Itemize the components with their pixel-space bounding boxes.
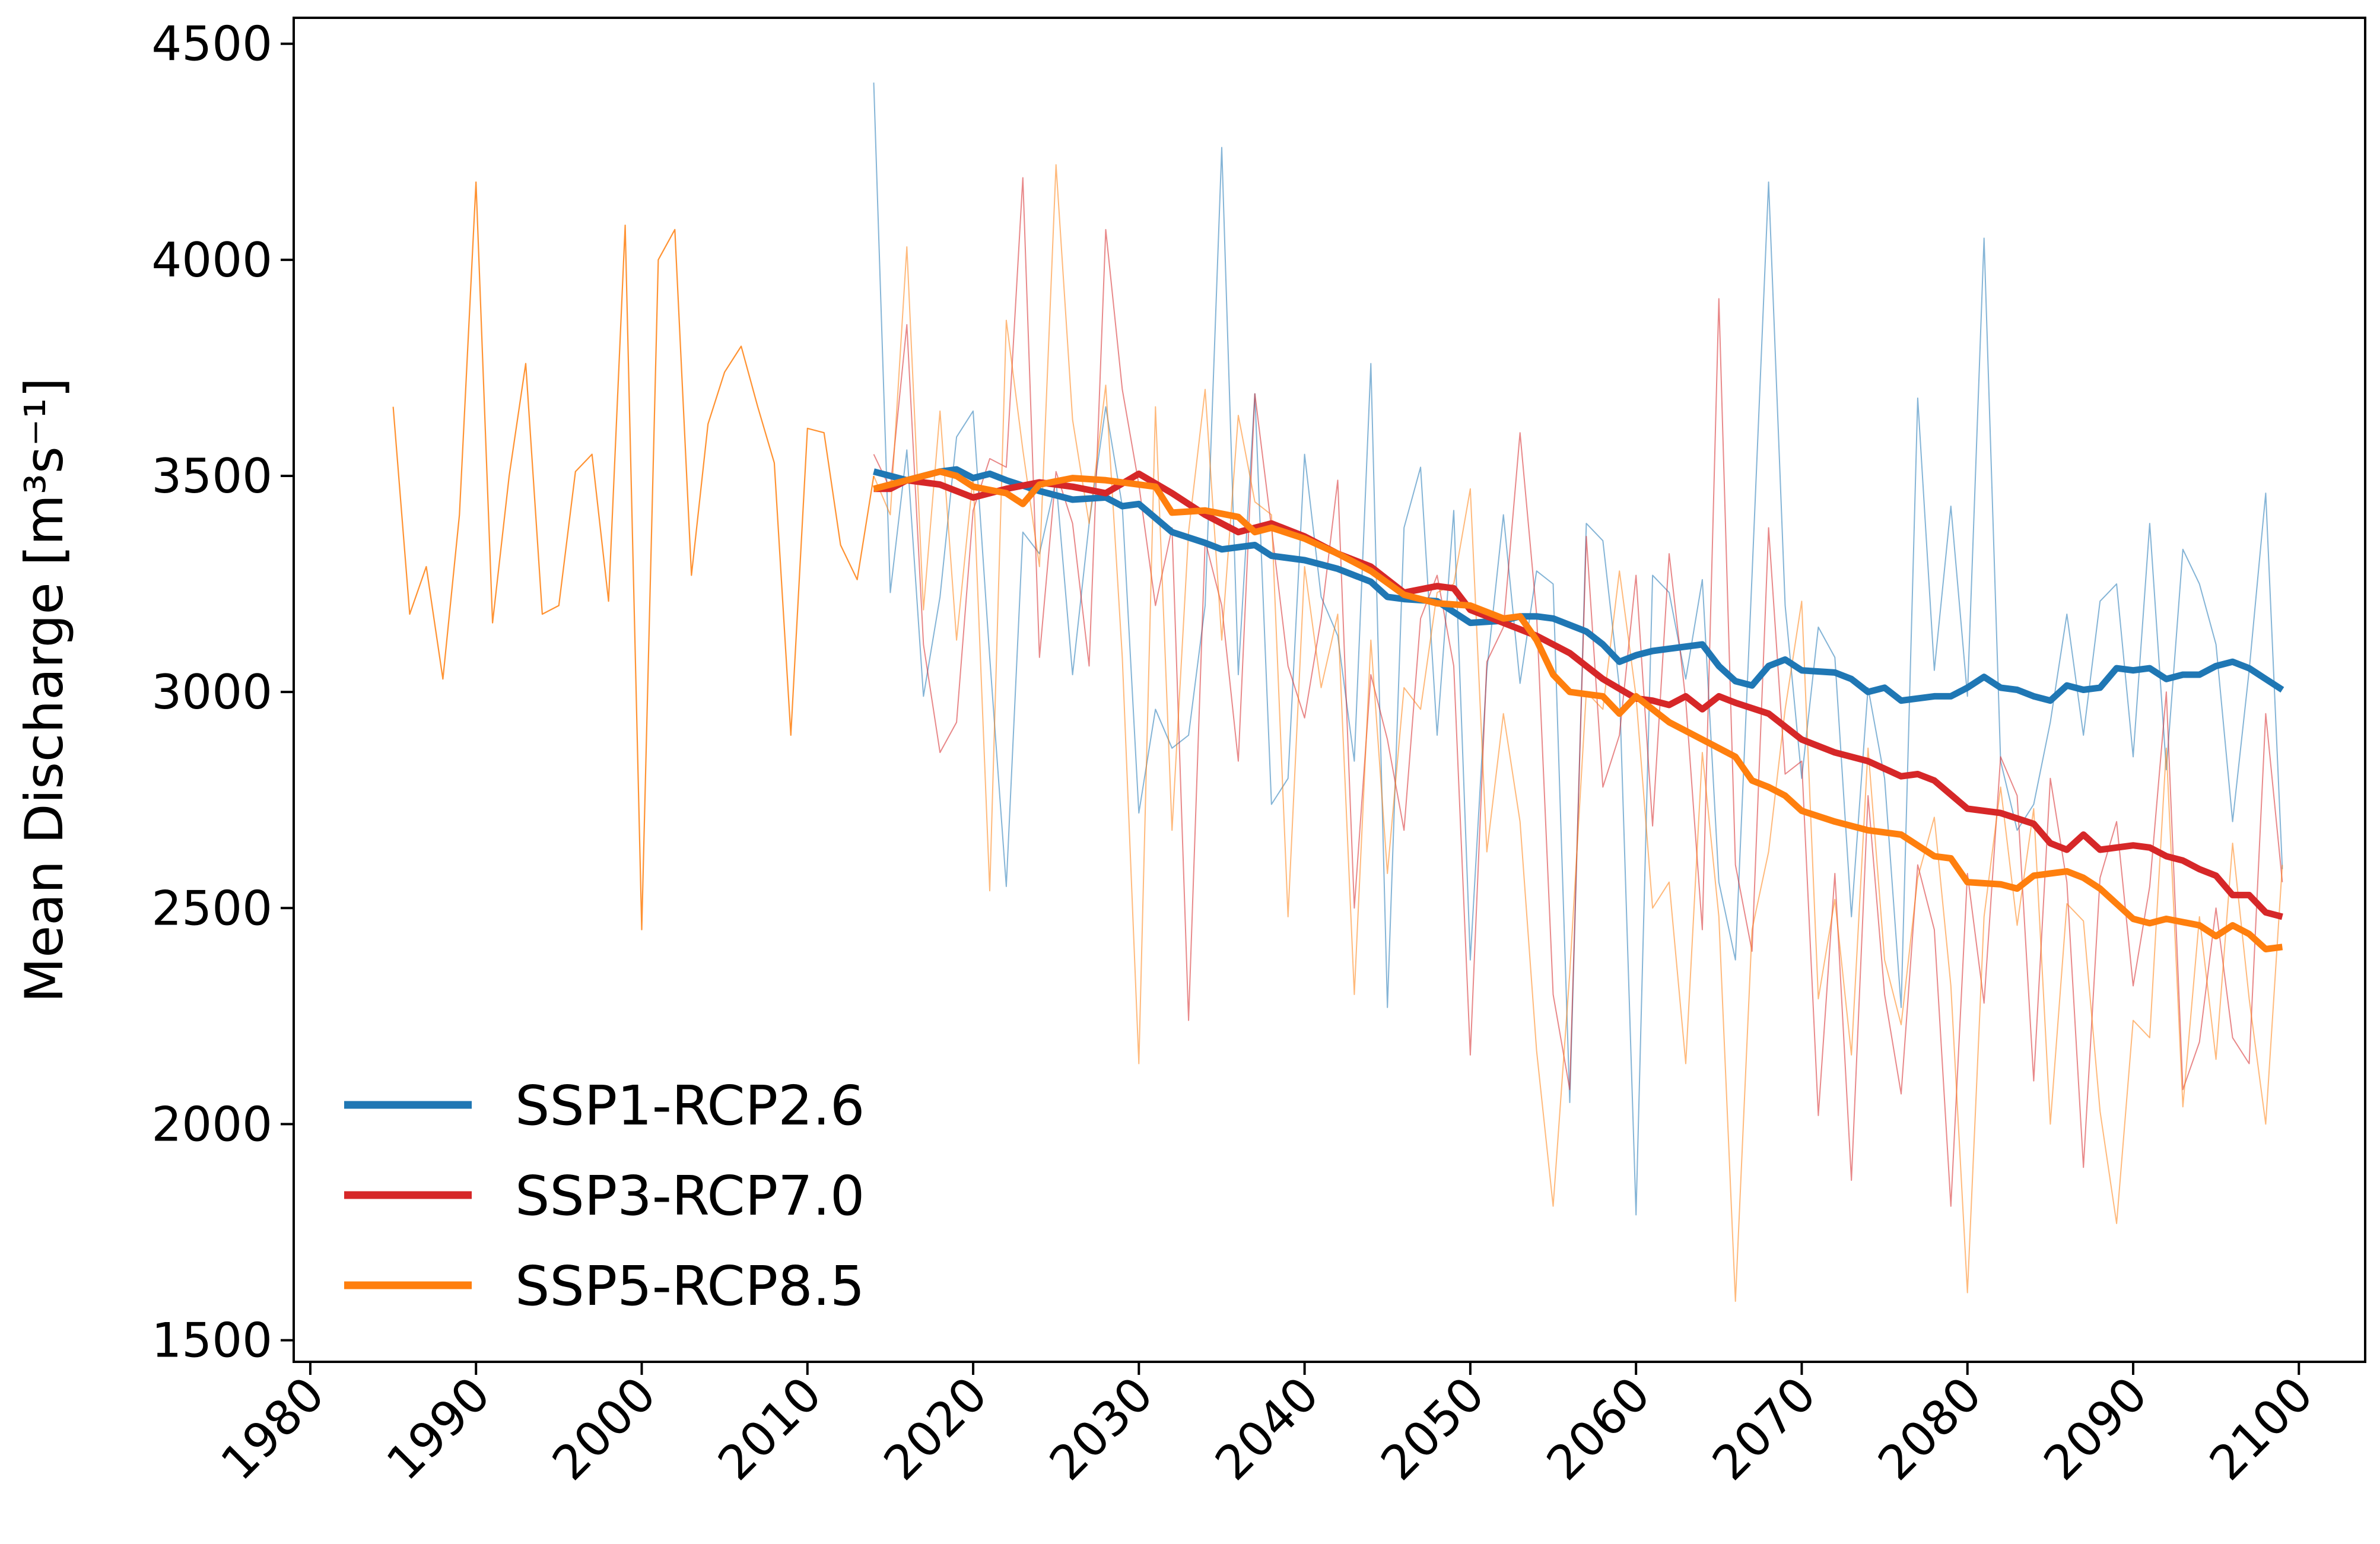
legend-label-3: SSP5-RCP8.5 bbox=[515, 1254, 865, 1318]
legend: SSP1-RCP2.6 SSP3-RCP7.0 SSP5-RCP8.5 bbox=[344, 1074, 865, 1318]
series-smoothed-line-3 bbox=[873, 468, 2283, 952]
y-tick-label-2500: 2500 bbox=[151, 881, 272, 936]
x-tick-label-2090: 2090 bbox=[2033, 1367, 2158, 1491]
y-axis: 1500 2000 2500 3000 3500 4000 4500 bbox=[151, 17, 294, 1368]
x-tick-label-1990: 1990 bbox=[376, 1367, 501, 1491]
y-tick-label-3000: 3000 bbox=[151, 665, 272, 720]
series-annual-line-2 bbox=[873, 177, 2283, 1207]
historical-annual-line bbox=[392, 181, 875, 930]
legend-label-1: SSP1-RCP2.6 bbox=[515, 1074, 865, 1138]
y-tick-label-1500: 1500 bbox=[151, 1313, 272, 1368]
x-tick-label-2020: 2020 bbox=[873, 1367, 998, 1491]
x-tick-label-2060: 2060 bbox=[1536, 1367, 1661, 1491]
x-tick-label-2040: 2040 bbox=[1205, 1367, 1329, 1491]
smoothed-lines bbox=[873, 466, 2284, 952]
x-tick-label-1980: 1980 bbox=[211, 1367, 335, 1491]
y-tick-label-4500: 4500 bbox=[151, 17, 272, 72]
x-axis: 1980 1990 2000 2010 2020 2030 2040 2050 2060 2070… bbox=[211, 1362, 2324, 1491]
series-smoothed-line-1 bbox=[873, 466, 2284, 704]
legend-label-2: SSP3-RCP7.0 bbox=[515, 1164, 865, 1228]
x-tick-label-2010: 2010 bbox=[707, 1367, 832, 1491]
annual-lines bbox=[392, 82, 2283, 1302]
x-tick-label-2100: 2100 bbox=[2199, 1367, 2324, 1491]
series-annual-line-3 bbox=[873, 164, 2283, 1302]
x-tick-label-2070: 2070 bbox=[1702, 1367, 1826, 1491]
x-tick-label-2050: 2050 bbox=[1371, 1367, 1495, 1491]
y-tick-label-2000: 2000 bbox=[151, 1097, 272, 1152]
x-tick-label-2030: 2030 bbox=[1039, 1367, 1164, 1491]
y-tick-label-3500: 3500 bbox=[151, 449, 272, 504]
y-tick-label-4000: 4000 bbox=[151, 233, 272, 288]
x-tick-label-2000: 2000 bbox=[542, 1367, 666, 1491]
plot-background bbox=[294, 18, 2365, 1362]
x-tick-label-2080: 2080 bbox=[1867, 1367, 1992, 1491]
y-axis-title: Mean Discharge [m³s⁻¹] bbox=[14, 377, 75, 1003]
plot-frame bbox=[293, 17, 2366, 1363]
